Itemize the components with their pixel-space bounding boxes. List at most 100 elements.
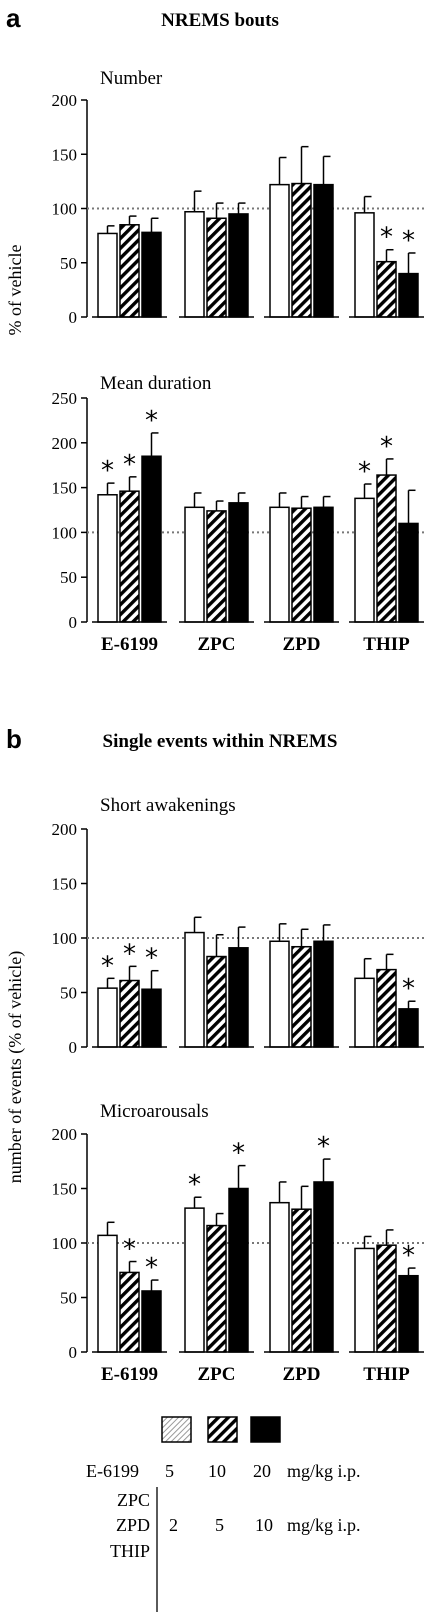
bar: [376, 1244, 397, 1353]
significance-asterisk: *: [232, 1139, 245, 1169]
bar: [184, 211, 205, 318]
y-tick-label: 50: [60, 568, 77, 587]
bar: [269, 940, 290, 1048]
y-tick-label: 200: [52, 820, 78, 839]
bar: [354, 212, 375, 318]
bar: [206, 217, 227, 318]
bar: [141, 1290, 162, 1353]
significance-asterisk: *: [402, 226, 415, 256]
x-category-label: ZPC: [198, 634, 236, 655]
bar: [97, 1234, 118, 1353]
bar: [269, 506, 290, 623]
bar: [398, 1274, 419, 1353]
significance-asterisk: *: [101, 456, 114, 486]
bar: [291, 182, 312, 318]
legend-e6199-label: E-6199: [86, 1461, 139, 1481]
bar: [354, 1247, 375, 1353]
bar: [184, 931, 205, 1048]
significance-asterisk: *: [101, 951, 114, 981]
bar: [184, 506, 205, 623]
legend-zpc-label: ZPC: [116, 1490, 150, 1510]
y-axis-label-a: % of vehicle: [5, 245, 25, 336]
y-tick-label: 0: [69, 613, 78, 632]
legend-swatch-high-dose: [250, 1416, 281, 1443]
bar: [398, 1008, 419, 1048]
y-tick-label: 100: [52, 200, 78, 219]
chart-title: Number: [100, 68, 163, 89]
bar: [97, 232, 118, 318]
bar: [228, 213, 249, 318]
y-tick-label: 50: [60, 984, 77, 1003]
legend-swatch-low-dose: [161, 1416, 192, 1443]
bar: [313, 506, 334, 623]
y-tick-label: 0: [69, 308, 78, 327]
legend-others-dose-high: 10: [255, 1515, 273, 1535]
x-category-label: THIP: [363, 634, 410, 655]
x-category-label: E-6199: [101, 634, 158, 655]
x-category-label: ZPD: [283, 1364, 321, 1385]
bar: [376, 260, 397, 318]
significance-asterisk: *: [402, 1241, 415, 1271]
x-category-label: ZPC: [198, 1364, 236, 1385]
legend-others-unit: mg/kg i.p.: [287, 1515, 361, 1535]
legend-swatch-mid-dose: [207, 1416, 238, 1443]
bar: [313, 183, 334, 318]
bar: [313, 1181, 334, 1353]
panel-letter-b: b: [6, 724, 22, 754]
legend-e6199-dose-high: 20: [253, 1461, 271, 1481]
panel-title-a: NREMS bouts: [161, 10, 279, 31]
significance-asterisk: *: [317, 1132, 330, 1162]
bar: [291, 507, 312, 623]
significance-asterisk: *: [402, 974, 415, 1004]
bar: [291, 945, 312, 1048]
significance-asterisk: *: [145, 1253, 158, 1283]
y-tick-label: 50: [60, 254, 77, 273]
bar: [119, 979, 140, 1048]
y-tick-label: 150: [52, 479, 78, 498]
bar: [398, 272, 419, 318]
bar: [141, 231, 162, 318]
bar: [376, 474, 397, 623]
bar: [398, 522, 419, 623]
legend-others-dose-mid: 5: [215, 1515, 224, 1535]
bar: [269, 1201, 290, 1353]
bar: [184, 1207, 205, 1353]
bar: [119, 1271, 140, 1353]
bar: [206, 1224, 227, 1353]
legend-others-dose-low: 2: [169, 1515, 178, 1535]
x-category-label: THIP: [363, 1364, 410, 1385]
chart-title: Mean duration: [100, 373, 212, 394]
legend-thip-label: THIP: [110, 1541, 150, 1561]
bar: [206, 510, 227, 623]
y-tick-label: 100: [52, 1234, 78, 1253]
bar: [228, 947, 249, 1048]
panel-letter-a: a: [6, 3, 21, 33]
bar: [206, 955, 227, 1048]
y-tick-label: 0: [69, 1038, 78, 1057]
significance-asterisk: *: [145, 944, 158, 974]
significance-asterisk: *: [380, 432, 393, 462]
bar: [354, 977, 375, 1048]
x-category-label: ZPD: [283, 634, 321, 655]
y-tick-label: 50: [60, 1289, 77, 1308]
bar: [228, 502, 249, 623]
bar: [228, 1187, 249, 1353]
y-tick-label: 150: [52, 875, 78, 894]
panel-title-b: Single events within NREMS: [102, 731, 338, 752]
bar: [313, 940, 334, 1048]
bar: [354, 497, 375, 623]
bar: [376, 968, 397, 1048]
bar: [97, 494, 118, 623]
bar: [291, 1208, 312, 1353]
legend-e6199-unit: mg/kg i.p.: [287, 1461, 361, 1481]
significance-asterisk: *: [188, 1170, 201, 1200]
legend-e6199-dose-mid: 10: [208, 1461, 226, 1481]
chart-title: Short awakenings: [100, 795, 236, 816]
y-tick-label: 200: [52, 434, 78, 453]
chart-title: Microarousals: [100, 1101, 209, 1122]
x-category-label: E-6199: [101, 1364, 158, 1385]
y-tick-label: 100: [52, 523, 78, 542]
y-tick-label: 150: [52, 145, 78, 164]
y-tick-label: 200: [52, 1125, 78, 1144]
